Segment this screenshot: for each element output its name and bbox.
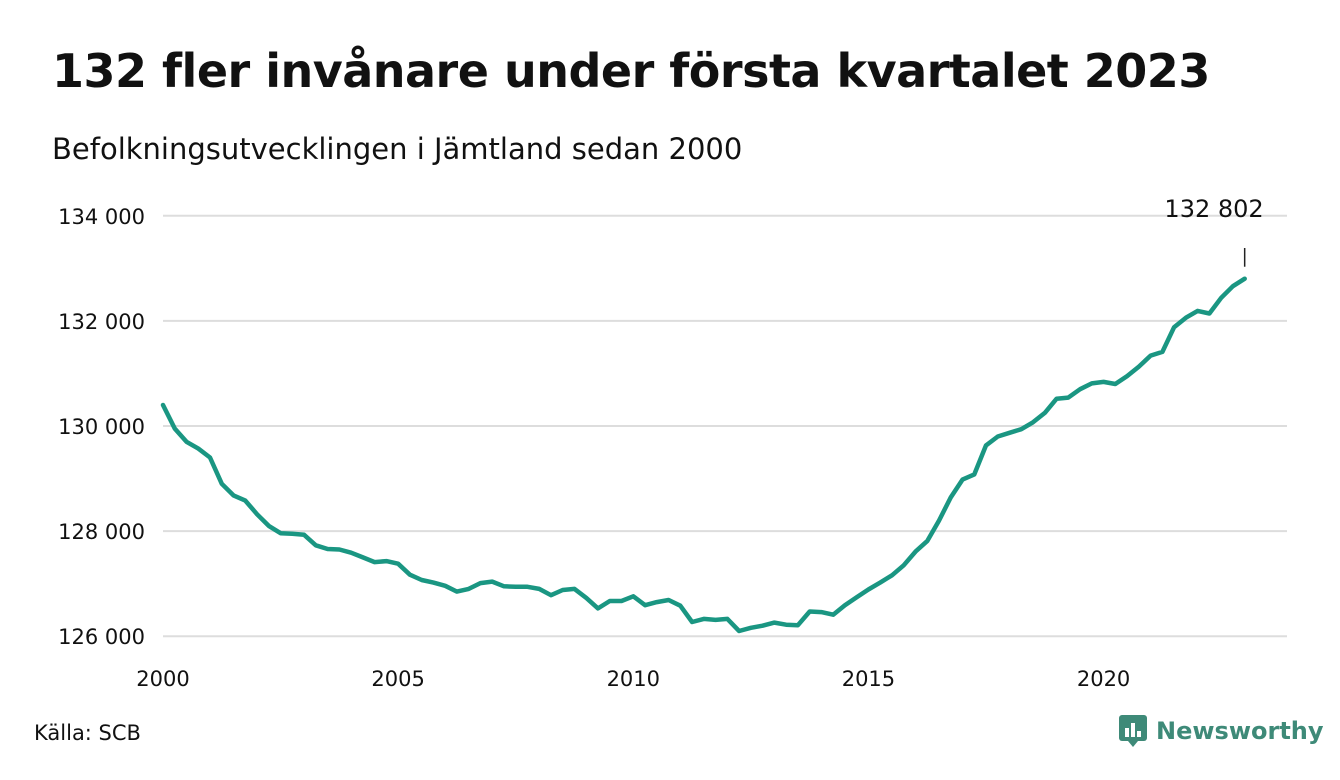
y-tick-label: 134 000 <box>58 205 145 229</box>
x-axis-ticks: 2000 2005 2010 2015 2020 <box>136 667 1130 691</box>
brand-name: Newsworthy <box>1156 717 1324 745</box>
x-tick-label: 2020 <box>1077 667 1130 691</box>
source-note: Källa: SCB <box>34 721 141 745</box>
series-layer <box>160 276 1247 634</box>
x-tick-label: 2000 <box>136 667 189 691</box>
x-tick-label: 2010 <box>607 667 660 691</box>
chart-title: 132 fler invånare under första kvartalet… <box>52 44 1210 98</box>
y-axis-ticks: 126 000 128 000 130 000 132 000 134 000 <box>58 205 145 649</box>
annotations: 132 802 <box>1164 195 1264 267</box>
gridlines <box>163 214 1287 638</box>
end-value-label: 132 802 <box>1164 195 1263 223</box>
y-tick-label: 126 000 <box>58 625 145 649</box>
y-tick-label: 128 000 <box>58 520 145 544</box>
y-tick-label: 130 000 <box>58 415 145 439</box>
x-tick-label: 2005 <box>371 667 424 691</box>
newsworthy-logo-icon <box>1119 715 1147 747</box>
series-line <box>160 276 1247 634</box>
chart-subtitle: Befolkningsutvecklingen i Jämtland sedan… <box>52 132 743 166</box>
brand-logo: Newsworthy <box>1118 714 1324 748</box>
x-tick-label: 2015 <box>842 667 895 691</box>
y-tick-label: 132 000 <box>58 310 145 334</box>
